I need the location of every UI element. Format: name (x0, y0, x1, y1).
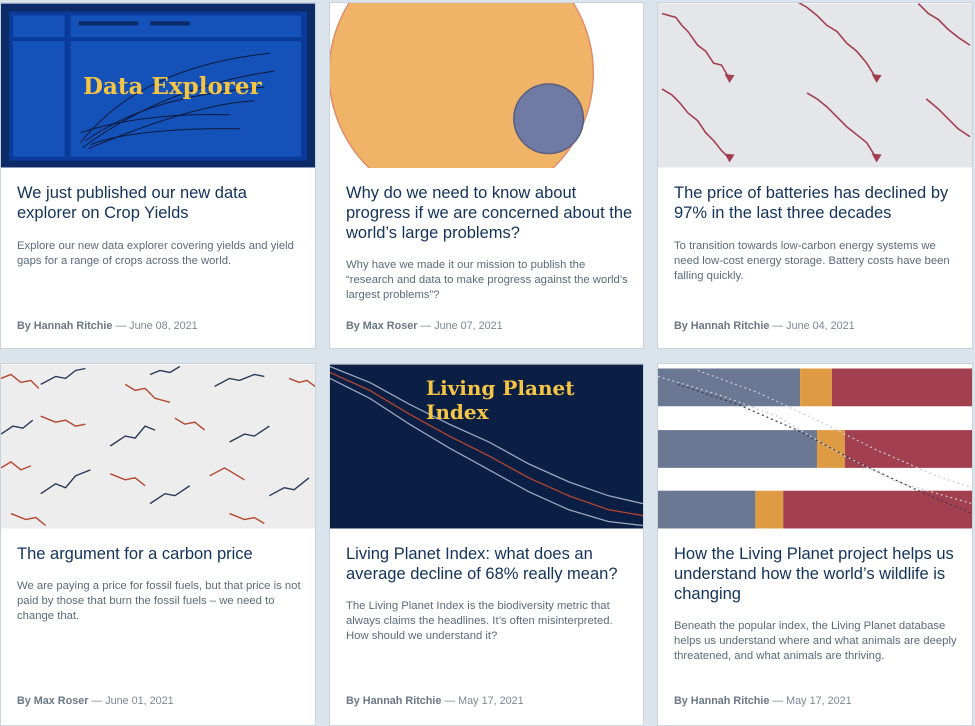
article-date: — June 01, 2021 (91, 695, 174, 707)
thumbnail-data-explorer: Data Explorer (1, 3, 315, 168)
article-meta: By Hannah Ritchie — May 17, 2021 (674, 695, 852, 707)
article-title[interactable]: The price of batteries has declined by 9… (674, 184, 949, 222)
article-excerpt: To transition towards low-carbon energy … (674, 240, 950, 282)
article-excerpt: Explore our new data explorer covering y… (17, 240, 294, 267)
article-title[interactable]: Why do we need to know about progress if… (346, 184, 633, 242)
article-author: By Hannah Ritchie (17, 320, 113, 332)
thumbnail-living-planet-index: Living Planet Index (330, 364, 643, 529)
article-excerpt: Beneath the popular index, the Living Pl… (674, 620, 957, 662)
article-title[interactable]: How the Living Planet project helps us u… (674, 545, 954, 603)
thumbnail-title: Living Planet Index (426, 376, 575, 424)
article-excerpt: The Living Planet Index is the biodivers… (346, 600, 613, 642)
article-meta: By Max Roser — June 07, 2021 (346, 320, 503, 332)
article-meta: By Hannah Ritchie — June 04, 2021 (674, 320, 855, 332)
article-date: — May 17, 2021 (444, 695, 524, 707)
article-author: By Max Roser (346, 320, 418, 332)
article-title[interactable]: The argument for a carbon price (17, 545, 253, 563)
article-meta: By Hannah Ritchie — May 17, 2021 (346, 695, 524, 707)
article-card-batteries[interactable]: The price of batteries has declined by 9… (657, 2, 973, 349)
article-title[interactable]: We just published our new data explorer … (17, 184, 247, 222)
thumbnail-stacked-bars (658, 364, 972, 529)
article-card-crop-yields[interactable]: Data Explorer We just published our new … (0, 2, 316, 349)
article-date: — May 17, 2021 (772, 695, 852, 707)
article-date: — June 08, 2021 (115, 320, 198, 332)
thumbnail-title: Data Explorer (83, 73, 262, 100)
article-author: By Hannah Ritchie (674, 695, 770, 707)
thumbnail-zigzag-lines (1, 364, 315, 529)
article-date: — June 04, 2021 (772, 320, 855, 332)
article-excerpt: Why have we made it our mission to publi… (346, 259, 628, 301)
article-card-living-planet-index[interactable]: Living Planet Index Living Planet Index:… (329, 363, 644, 726)
article-card-carbon-price[interactable]: The argument for a carbon price We are p… (0, 363, 316, 726)
article-card-living-planet-project[interactable]: How the Living Planet project helps us u… (657, 363, 973, 726)
article-author: By Max Roser (17, 695, 89, 707)
article-author: By Hannah Ritchie (674, 320, 770, 332)
article-meta: By Max Roser — June 01, 2021 (17, 695, 174, 707)
article-date: — June 07, 2021 (420, 320, 503, 332)
thumbnail-declining-lines (658, 3, 972, 168)
article-title[interactable]: Living Planet Index: what does an averag… (346, 545, 618, 583)
article-card-progress[interactable]: Why do we need to know about progress if… (329, 2, 644, 349)
article-meta: By Hannah Ritchie — June 08, 2021 (17, 320, 198, 332)
article-excerpt: We are paying a price for fossil fuels, … (17, 580, 301, 622)
thumbnail-circles (330, 3, 643, 168)
article-author: By Hannah Ritchie (346, 695, 442, 707)
